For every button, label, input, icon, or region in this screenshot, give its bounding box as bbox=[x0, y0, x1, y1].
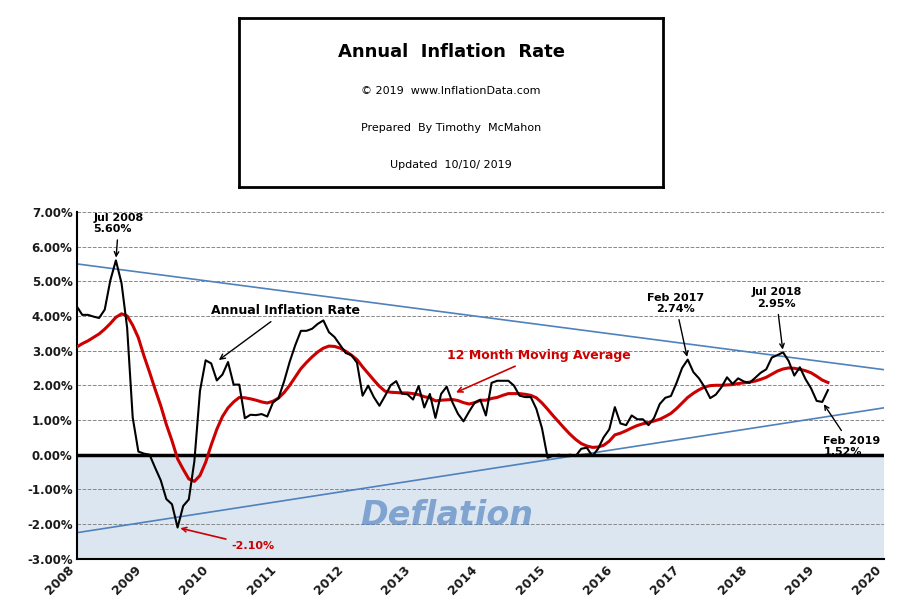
Text: © 2019  www.InflationData.com: © 2019 www.InflationData.com bbox=[361, 86, 541, 96]
Bar bbox=[77, 454, 884, 559]
Text: Feb 2019
1.52%: Feb 2019 1.52% bbox=[824, 405, 880, 457]
Text: Jul 2018
2.95%: Jul 2018 2.95% bbox=[751, 287, 802, 348]
Text: 12 Month Moving Average: 12 Month Moving Average bbox=[446, 349, 630, 392]
Text: Annual Inflation Rate: Annual Inflation Rate bbox=[211, 304, 360, 359]
Text: Deflation: Deflation bbox=[360, 499, 533, 532]
Text: Prepared  By Timothy  McMahon: Prepared By Timothy McMahon bbox=[361, 123, 541, 133]
Text: -2.10%: -2.10% bbox=[182, 527, 274, 551]
Text: Annual  Inflation  Rate: Annual Inflation Rate bbox=[337, 43, 565, 61]
Text: Feb 2017
2.74%: Feb 2017 2.74% bbox=[647, 292, 704, 356]
Text: Jul 2008
5.60%: Jul 2008 5.60% bbox=[94, 213, 143, 256]
Text: Updated  10/10/ 2019: Updated 10/10/ 2019 bbox=[391, 160, 511, 170]
